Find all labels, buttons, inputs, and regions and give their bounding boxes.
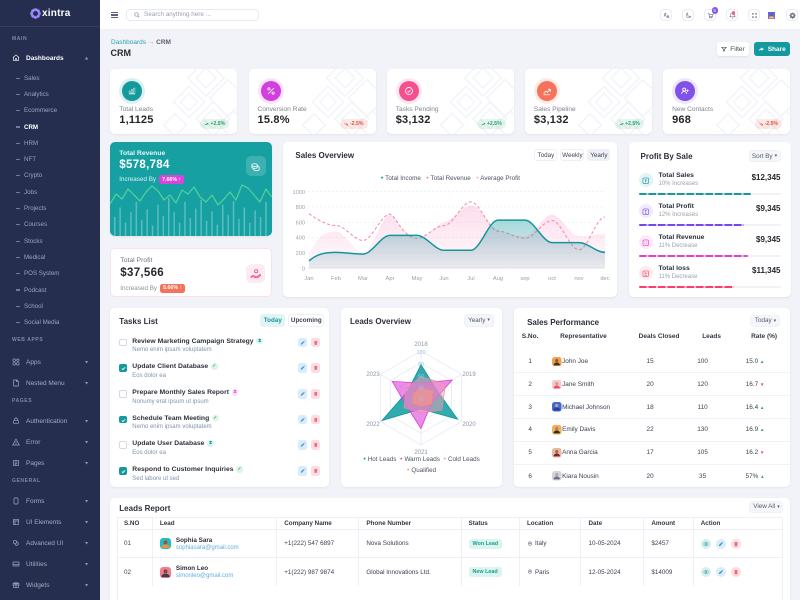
svg-text:2019: 2019 bbox=[462, 372, 476, 378]
svg-text:1000: 1000 bbox=[293, 190, 305, 196]
svg-text:Apr: Apr bbox=[386, 276, 395, 282]
svg-text:Jul: Jul bbox=[468, 276, 475, 282]
svg-text:0: 0 bbox=[302, 267, 305, 273]
svg-text:May: May bbox=[412, 276, 423, 282]
svg-text:60: 60 bbox=[418, 374, 424, 380]
svg-text:Mar: Mar bbox=[358, 276, 368, 282]
svg-text:2018: 2018 bbox=[414, 342, 428, 348]
svg-text:120: 120 bbox=[417, 350, 426, 356]
svg-text:Jun: Jun bbox=[440, 276, 449, 282]
svg-text:800: 800 bbox=[296, 205, 305, 211]
svg-text:600: 600 bbox=[296, 221, 305, 227]
svg-text:0: 0 bbox=[420, 397, 423, 403]
svg-text:2021: 2021 bbox=[414, 450, 428, 456]
svg-text:2023: 2023 bbox=[366, 372, 380, 378]
svg-text:200: 200 bbox=[296, 251, 305, 257]
svg-text:oct: oct bbox=[549, 276, 557, 282]
svg-text:Jan: Jan bbox=[305, 276, 314, 282]
svg-text:30: 30 bbox=[418, 385, 424, 391]
svg-text:Aug: Aug bbox=[493, 276, 503, 282]
svg-text:Feb: Feb bbox=[331, 276, 341, 282]
svg-text:400: 400 bbox=[296, 236, 305, 242]
svg-text:dec: dec bbox=[601, 276, 610, 282]
svg-text:nov: nov bbox=[575, 276, 584, 282]
svg-text:sep: sep bbox=[521, 276, 530, 282]
svg-text:90: 90 bbox=[418, 362, 424, 368]
svg-text:2020: 2020 bbox=[462, 422, 476, 428]
svg-text:2022: 2022 bbox=[366, 422, 380, 428]
